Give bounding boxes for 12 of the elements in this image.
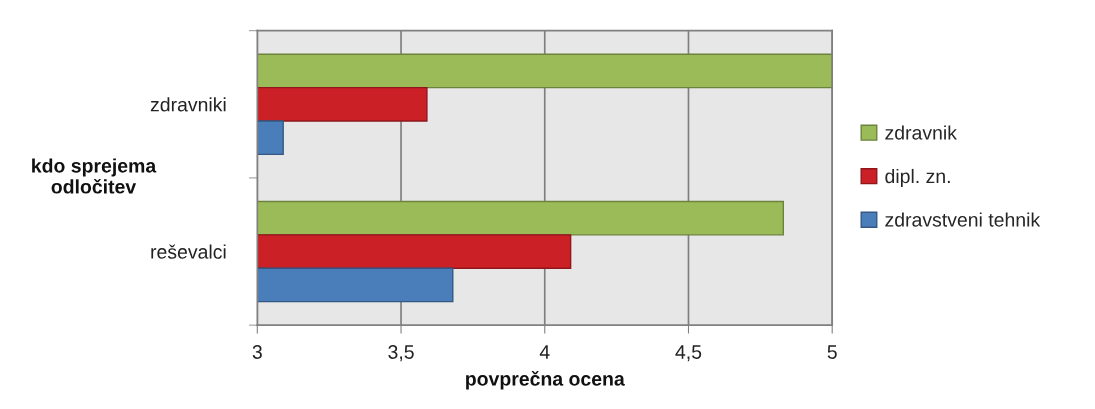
x-tick-label: 3,5 xyxy=(388,345,414,362)
x-axis-title: povprečna ocena xyxy=(466,371,625,390)
y-tick-label: zdravniki xyxy=(150,97,226,112)
y-tick-label: reševalci xyxy=(151,244,226,259)
x-tick-label: 3 xyxy=(252,345,262,359)
y-axis-title: kdo sprejema odločitev xyxy=(32,158,157,194)
x-tick-label: 4,5 xyxy=(675,345,702,362)
legend-label: zdravnik xyxy=(885,125,957,140)
x-tick-label: 5 xyxy=(827,345,837,359)
legend-label: dipl. zn. xyxy=(885,168,950,188)
legend-label: zdravstveni tehnik xyxy=(885,212,1041,227)
x-tick-label: 4 xyxy=(539,345,550,359)
